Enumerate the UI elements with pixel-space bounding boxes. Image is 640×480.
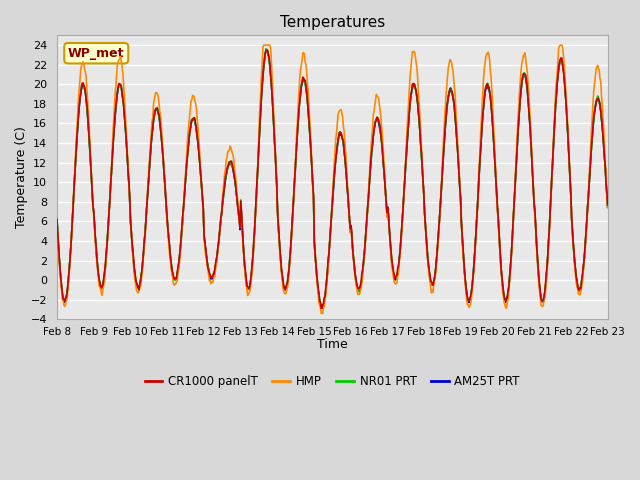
Title: Temperatures: Temperatures [280, 15, 385, 30]
Text: WP_met: WP_met [68, 47, 125, 60]
Y-axis label: Temperature (C): Temperature (C) [15, 126, 28, 228]
Legend: CR1000 panelT, HMP, NR01 PRT, AM25T PRT: CR1000 panelT, HMP, NR01 PRT, AM25T PRT [140, 371, 525, 393]
X-axis label: Time: Time [317, 338, 348, 351]
